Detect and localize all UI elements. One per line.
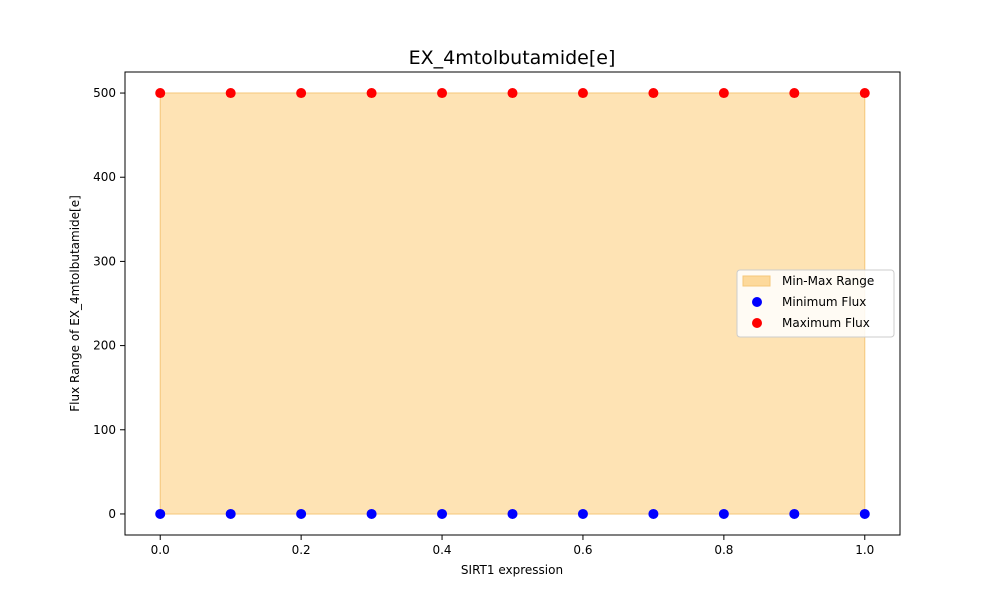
minimum-flux-point xyxy=(296,508,307,519)
maximum-flux-point xyxy=(718,88,729,99)
x-axis-label: SIRT1 expression xyxy=(461,563,563,577)
legend-box xyxy=(736,269,895,338)
maximum-flux-point xyxy=(366,88,377,99)
y-tick-label: 200 xyxy=(93,339,116,353)
maximum-flux-point xyxy=(507,88,518,99)
maximum-flux-point xyxy=(859,88,870,99)
y-tick-label: 500 xyxy=(93,86,116,100)
y-axis-label: Flux Range of EX_4mtolbutamide[e] xyxy=(68,195,82,412)
minimum-flux-point xyxy=(718,508,729,519)
x-tick-label: 0.4 xyxy=(432,543,451,557)
maximum-flux-point xyxy=(155,88,166,99)
y-tick-label: 300 xyxy=(93,254,116,268)
legend-swatch-maximum-flux xyxy=(752,318,762,328)
x-tick-label: 0.8 xyxy=(714,543,733,557)
maximum-flux-point xyxy=(225,88,236,99)
legend: Min-Max Range Minimum Flux Maximum Flux xyxy=(736,269,895,338)
legend-swatch-min-max-range xyxy=(742,275,771,287)
y-axis: 0 100 200 300 400 500 xyxy=(93,86,125,521)
minimum-flux-point xyxy=(859,508,870,519)
chart-title: EX_4mtolbutamide[e] xyxy=(409,47,616,69)
maximum-flux-point xyxy=(577,88,588,99)
maximum-flux-point xyxy=(437,88,448,99)
plot-frame xyxy=(124,71,901,536)
maximum-flux-point xyxy=(789,88,800,99)
minimum-flux-point xyxy=(437,508,448,519)
minimum-flux-point xyxy=(577,508,588,519)
maximum-flux-point xyxy=(296,88,307,99)
y-tick-label: 400 xyxy=(93,170,116,184)
minimum-flux-point xyxy=(155,508,166,519)
y-tick-label: 0 xyxy=(108,507,116,521)
minimum-flux-point xyxy=(789,508,800,519)
y-tick-label: 100 xyxy=(93,423,116,437)
legend-label-maximum-flux: Maximum Flux xyxy=(782,316,870,330)
minimum-flux-point xyxy=(366,508,377,519)
x-tick-label: 0.2 xyxy=(292,543,311,557)
maximum-flux-point xyxy=(648,88,659,99)
legend-swatch-minimum-flux xyxy=(752,297,762,307)
x-tick-label: 1.0 xyxy=(855,543,874,557)
x-tick-label: 0.6 xyxy=(573,543,592,557)
legend-label-minimum-flux: Minimum Flux xyxy=(782,295,866,309)
legend-label-min-max-range: Min-Max Range xyxy=(782,274,874,288)
minimum-flux-point xyxy=(225,508,236,519)
minimum-flux-point xyxy=(507,508,518,519)
x-axis: 0.0 0.2 0.4 0.6 0.8 1.0 xyxy=(151,535,874,557)
minimum-flux-point xyxy=(648,508,659,519)
x-tick-label: 0.0 xyxy=(151,543,170,557)
plot-area xyxy=(155,88,870,519)
